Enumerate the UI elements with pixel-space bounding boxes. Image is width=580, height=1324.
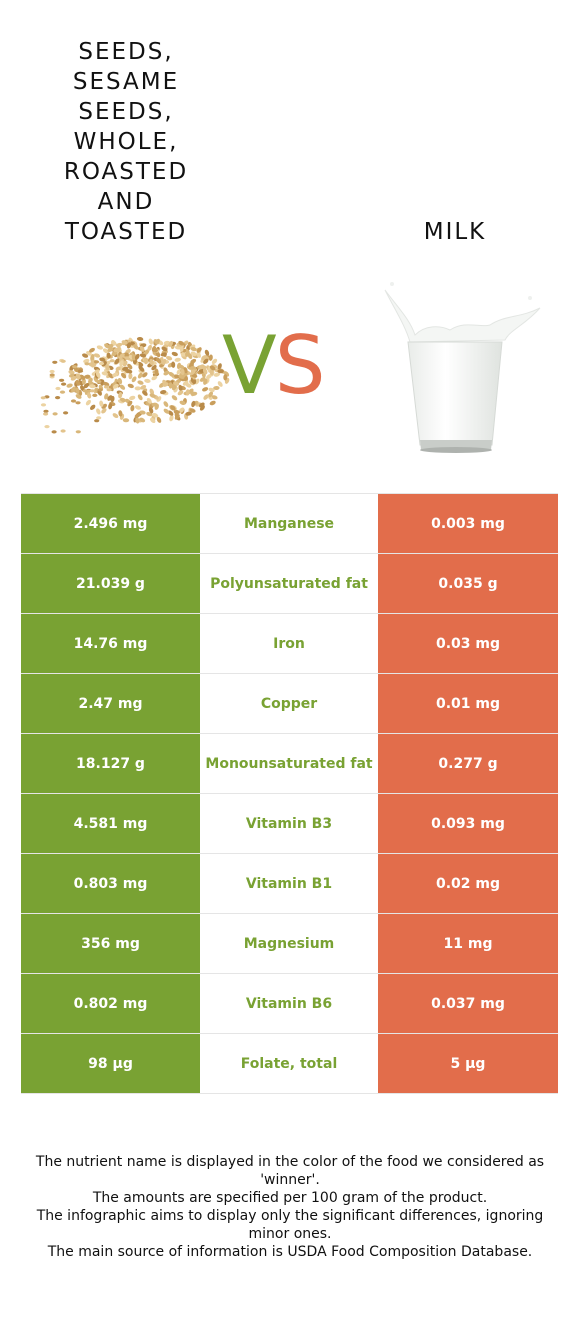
food2-value: 0.003 mg bbox=[378, 494, 558, 553]
food2-value: 0.035 g bbox=[378, 554, 558, 613]
nutrient-name: Polyunsaturated fat bbox=[200, 554, 378, 613]
food2-value: 0.02 mg bbox=[378, 854, 558, 913]
food1-value: 21.039 g bbox=[21, 554, 200, 613]
nutrient-name: Folate, total bbox=[200, 1034, 378, 1093]
table-row: 0.802 mg Vitamin B6 0.037 mg bbox=[21, 974, 558, 1034]
food1-title: SEEDS, SESAME SEEDS, WHOLE, ROASTED AND … bbox=[63, 39, 189, 246]
table-row: 14.76 mg Iron 0.03 mg bbox=[21, 614, 558, 674]
nutrient-name: Vitamin B6 bbox=[200, 974, 378, 1033]
food1-value: 98 µg bbox=[21, 1034, 200, 1093]
table-row: 0.803 mg Vitamin B1 0.02 mg bbox=[21, 854, 558, 914]
vs-v: V bbox=[222, 319, 277, 412]
food2-value: 5 µg bbox=[378, 1034, 558, 1093]
nutrient-name: Copper bbox=[200, 674, 378, 733]
comparison-table: 2.496 mg Manganese 0.003 mg 21.039 g Polyuns… bbox=[21, 493, 558, 1094]
footnote-line: The nutrient name is displayed in the co… bbox=[35, 1154, 545, 1188]
food1-value: 2.47 mg bbox=[21, 674, 200, 733]
vs-label: VS bbox=[222, 318, 326, 414]
table-row: 2.496 mg Manganese 0.003 mg bbox=[21, 494, 558, 554]
footnote-line: The amounts are specified per 100 gram o… bbox=[92, 1190, 488, 1206]
food1-value: 356 mg bbox=[21, 914, 200, 973]
food2-title: MILK bbox=[423, 219, 487, 246]
table-row: 4.581 mg Vitamin B3 0.093 mg bbox=[21, 794, 558, 854]
table-row: 356 mg Magnesium 11 mg bbox=[21, 914, 558, 974]
nutrient-name: Monounsaturated fat bbox=[200, 734, 378, 793]
nutrient-name: Vitamin B3 bbox=[200, 794, 378, 853]
food1-value: 18.127 g bbox=[21, 734, 200, 793]
food2-value: 11 mg bbox=[378, 914, 558, 973]
table-row: 18.127 g Monounsaturated fat 0.277 g bbox=[21, 734, 558, 794]
milk-glass-image bbox=[384, 282, 541, 453]
nutrient-name: Magnesium bbox=[200, 914, 378, 973]
footnote-line: The main source of information is USDA F… bbox=[47, 1244, 533, 1260]
table-row: 98 µg Folate, total 5 µg bbox=[21, 1034, 558, 1094]
nutrient-name: Manganese bbox=[200, 494, 378, 553]
nutrient-name: Iron bbox=[200, 614, 378, 673]
footnote: The nutrient name is displayed in the co… bbox=[26, 1153, 554, 1261]
food2-value: 0.03 mg bbox=[378, 614, 558, 673]
vs-s: S bbox=[274, 319, 326, 412]
food2-value: 0.037 mg bbox=[378, 974, 558, 1033]
footnote-line: The infographic aims to display only the… bbox=[36, 1208, 544, 1242]
sesame-seeds-image bbox=[40, 336, 230, 434]
table-row: 21.039 g Polyunsaturated fat 0.035 g bbox=[21, 554, 558, 614]
food2-value: 0.277 g bbox=[378, 734, 558, 793]
food1-value: 14.76 mg bbox=[21, 614, 200, 673]
table-row: 2.47 mg Copper 0.01 mg bbox=[21, 674, 558, 734]
food1-value: 2.496 mg bbox=[21, 494, 200, 553]
food1-value: 0.803 mg bbox=[21, 854, 200, 913]
nutrient-name: Vitamin B1 bbox=[200, 854, 378, 913]
food2-value: 0.01 mg bbox=[378, 674, 558, 733]
food1-value: 0.802 mg bbox=[21, 974, 200, 1033]
food1-value: 4.581 mg bbox=[21, 794, 200, 853]
food2-value: 0.093 mg bbox=[378, 794, 558, 853]
